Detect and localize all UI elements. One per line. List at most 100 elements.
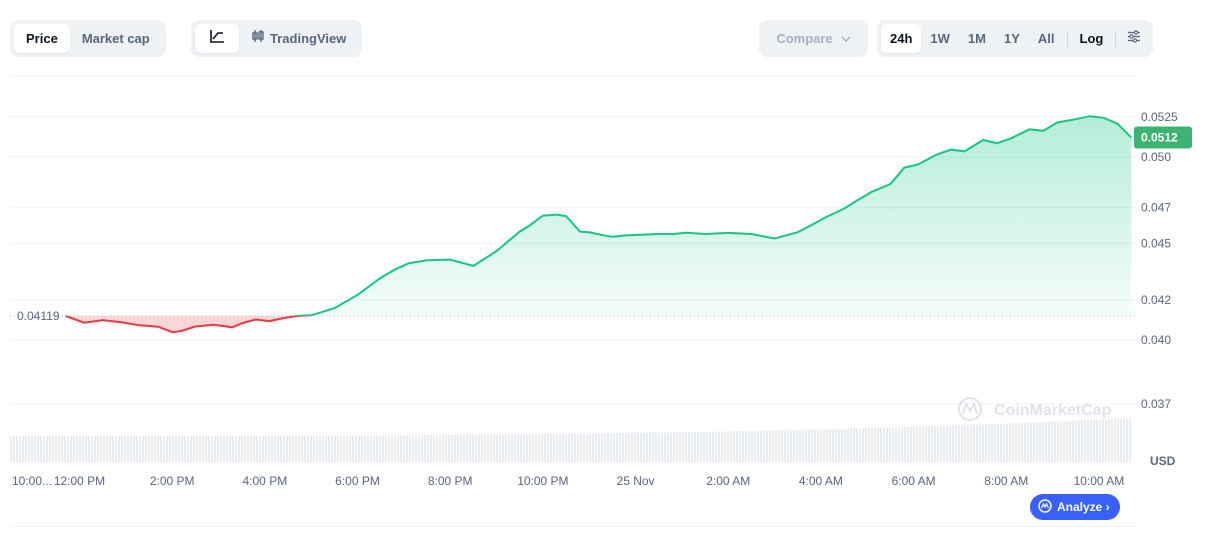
volume-bar <box>67 435 69 462</box>
volume-bar <box>580 433 582 462</box>
volume-bar <box>724 431 726 462</box>
volume-bar <box>1102 419 1104 462</box>
volume-bar <box>247 435 249 462</box>
volume-bar <box>76 435 78 462</box>
volume-bar <box>901 427 903 462</box>
volume-bar <box>643 432 645 462</box>
volume-bar <box>40 435 42 462</box>
volume-bar <box>943 425 945 462</box>
volume-bar <box>847 428 849 462</box>
line-chart-button[interactable] <box>195 24 239 53</box>
volume-bar <box>373 435 375 462</box>
volume-bar <box>151 435 153 462</box>
volume-bar <box>736 431 738 462</box>
volume-bar <box>763 430 765 462</box>
analyze-button[interactable]: Analyze › <box>1030 494 1120 520</box>
volume-bar <box>922 426 924 462</box>
range-24h[interactable]: 24h <box>881 24 922 53</box>
volume-bar <box>184 435 186 462</box>
volume-bar <box>715 431 717 462</box>
analyze-icon <box>1038 498 1052 516</box>
volume-bar <box>439 435 441 462</box>
volume-bar <box>889 427 891 462</box>
compare-label: Compare <box>776 31 833 46</box>
volume-bar <box>175 435 177 462</box>
volume-bar <box>631 432 633 462</box>
volume-bar <box>703 431 705 462</box>
currency-label: USD <box>1150 454 1176 468</box>
volume-bar <box>730 431 732 462</box>
volume-bar <box>274 435 276 462</box>
volume-bar <box>388 435 390 462</box>
volume-bar <box>628 433 630 462</box>
volume-bar <box>307 435 309 462</box>
volume-bar <box>991 424 993 462</box>
volume-bar <box>1120 418 1122 462</box>
x-tick-label: 2:00 PM <box>150 474 195 488</box>
volume-bar <box>364 435 366 462</box>
volume-bar <box>454 434 456 462</box>
x-tick-label: 12:00 PM <box>54 474 105 488</box>
volume-bar <box>862 428 864 462</box>
volume-bar <box>904 426 906 462</box>
range-1m[interactable]: 1M <box>967 31 986 46</box>
volume-bar <box>805 429 807 462</box>
volume-bar <box>520 434 522 462</box>
chevron-down-icon <box>841 31 851 46</box>
log-scale-toggle[interactable]: Log <box>1079 31 1104 46</box>
volume-bar <box>646 432 648 462</box>
volume-bar <box>418 435 420 462</box>
tradingview-button[interactable]: TradingView <box>239 24 358 53</box>
volume-bar <box>121 435 123 462</box>
compare-dropdown[interactable]: Compare <box>759 20 868 57</box>
volume-bar <box>727 431 729 462</box>
volume-bar <box>1009 423 1011 462</box>
volume-bar <box>13 436 15 462</box>
volume-bar <box>466 434 468 462</box>
range-1w[interactable]: 1W <box>930 31 950 46</box>
volume-bar <box>619 433 621 462</box>
volume-bar <box>685 432 687 462</box>
volume-bar <box>574 433 576 462</box>
tab-market-cap[interactable]: Market cap <box>81 31 150 46</box>
volume-bar <box>61 435 63 462</box>
volume-bar <box>592 433 594 462</box>
volume-bar <box>58 435 60 462</box>
volume-bar <box>319 435 321 462</box>
range-1y[interactable]: 1Y <box>1003 31 1020 46</box>
y-tick-label: 0.042 <box>1141 293 1171 307</box>
volume-bar <box>1039 422 1041 462</box>
volume-bar <box>997 423 999 462</box>
x-tick-label: 8:00 AM <box>984 474 1028 488</box>
chart-settings-button[interactable] <box>1119 24 1149 53</box>
tab-price[interactable]: Price <box>14 24 70 53</box>
volume-bar <box>562 433 564 462</box>
volume-bar <box>49 435 51 462</box>
price-area-down <box>65 315 298 333</box>
volume-bar <box>916 426 918 462</box>
volume-bar <box>397 435 399 462</box>
price-chart[interactable]: 0.04119 0.05250.0500.0470.0450.0420.0400… <box>0 70 1214 490</box>
volume-bar <box>187 435 189 462</box>
volume-bar <box>82 435 84 462</box>
open-price-label: 0.04119 <box>17 309 60 323</box>
volume-bar <box>310 435 312 462</box>
volume-bar <box>511 434 513 462</box>
volume-bar <box>973 424 975 462</box>
price-line-down <box>65 315 313 334</box>
volume-bar <box>625 433 627 462</box>
volume-bar <box>394 435 396 462</box>
volume-bar <box>532 434 534 462</box>
volume-bar <box>433 435 435 462</box>
volume-bar <box>673 432 675 462</box>
volume-bar <box>334 435 336 462</box>
analyze-label: Analyze › <box>1057 500 1110 514</box>
volume-bar <box>379 435 381 462</box>
volume-bar <box>214 435 216 462</box>
range-all[interactable]: All <box>1037 31 1055 46</box>
volume-bar <box>1081 420 1083 462</box>
volume-bar <box>652 432 654 462</box>
volume-bar <box>130 435 132 462</box>
volume-bar <box>958 425 960 462</box>
volume-bar <box>112 435 114 462</box>
